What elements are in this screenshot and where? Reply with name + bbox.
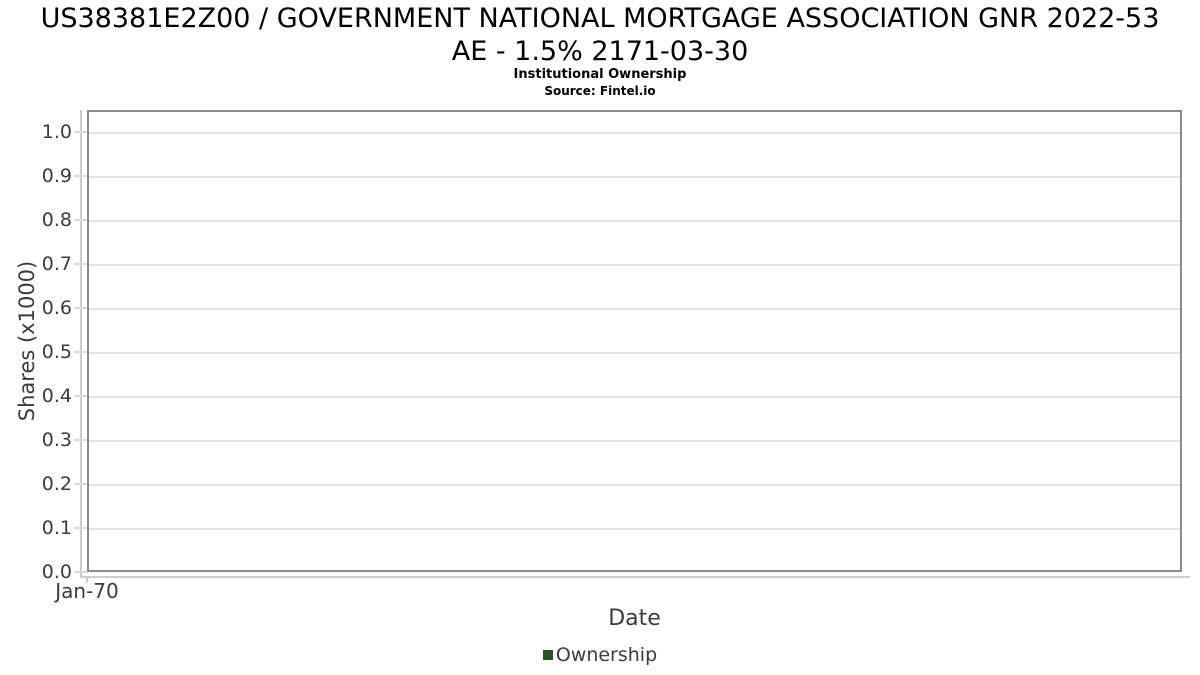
chart-source: Source: Fintel.io	[544, 84, 656, 98]
chart-subtitle: Institutional Ownership	[513, 67, 687, 82]
y-tick-label-0.7: 0.7	[41, 253, 72, 275]
x-tick-label-jan-70: Jan-70	[55, 579, 119, 603]
y-tick-label-0.4: 0.4	[41, 385, 72, 407]
gridline-y-0.3	[89, 440, 1180, 442]
y-tick-label-1.0: 1.0	[41, 121, 72, 143]
y-tick-mark-0.4	[74, 395, 87, 397]
y-tick-mark-0.3	[74, 439, 87, 441]
gridline-y-0.1	[89, 528, 1180, 530]
y-tick-mark-1.0	[74, 131, 87, 133]
gridline-y-0.9	[89, 176, 1180, 178]
y-tick-label-0.6: 0.6	[41, 297, 72, 319]
y-tick-label-0.9: 0.9	[41, 165, 72, 187]
chart-title-line-1: US38381E2Z00 / GOVERNMENT NATIONAL MORTG…	[40, 3, 1160, 34]
y-tick-label-0.0: 0.0	[41, 561, 72, 583]
gridline-y-0.2	[89, 484, 1180, 486]
y-axis-line	[80, 110, 82, 577]
gridline-y-0.8	[89, 220, 1180, 222]
x-axis-line	[80, 576, 1190, 578]
x-axis-title: Date	[608, 606, 661, 631]
y-tick-mark-0.2	[74, 483, 87, 485]
y-tick-mark-0.0	[74, 571, 87, 573]
y-tick-mark-0.9	[74, 175, 87, 177]
x-tick-mark-jan-70	[86, 576, 88, 583]
y-tick-mark-0.5	[74, 351, 87, 353]
y-tick-label-0.8: 0.8	[41, 209, 72, 231]
gridline-y-1.0	[89, 132, 1180, 134]
gridline-y-0.5	[89, 352, 1180, 354]
legend-label: Ownership	[555, 644, 658, 666]
legend-item-ownership[interactable]: Ownership	[542, 644, 658, 666]
y-tick-label-0.5: 0.5	[41, 341, 72, 363]
gridline-y-0.7	[89, 264, 1180, 266]
legend-marker-square-icon	[542, 650, 553, 660]
y-tick-mark-0.1	[74, 527, 87, 529]
y-tick-mark-0.8	[74, 219, 87, 221]
gridline-y-0.6	[89, 308, 1180, 310]
chart-title-line-2: AE - 1.5% 2171-03-30	[451, 36, 749, 67]
gridline-y-0.4	[89, 396, 1180, 398]
y-tick-mark-0.6	[74, 307, 87, 309]
y-tick-label-0.3: 0.3	[41, 429, 72, 451]
y-tick-mark-0.7	[74, 263, 87, 265]
y-tick-label-0.2: 0.2	[41, 473, 72, 495]
plot-area	[87, 110, 1182, 572]
y-tick-label-0.1: 0.1	[41, 517, 72, 539]
legend: Ownership	[0, 644, 1200, 666]
